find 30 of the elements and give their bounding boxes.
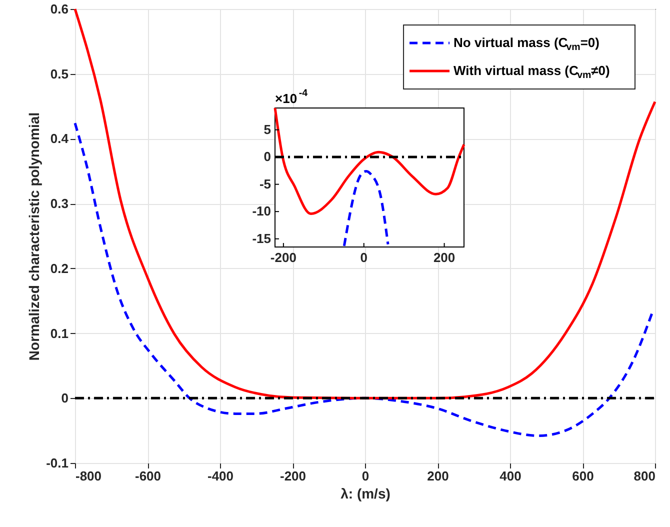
x-tick-label: 600 [572, 468, 594, 484]
y-tick-label: -15 [252, 230, 271, 246]
y-axis-title: Normalized characteristic polynomial [26, 112, 42, 361]
x-axis-title: λ: (m/s) [340, 486, 390, 502]
x-tick-label: -600 [134, 468, 162, 484]
x-tick-label: -400 [207, 468, 234, 484]
x-tick-label: 0 [362, 468, 370, 484]
x-tick-label: 200 [433, 250, 456, 265]
y-tick-label: -10 [252, 204, 271, 219]
x-tick-label: 0 [360, 250, 368, 265]
y-tick-label: 0.4 [50, 131, 70, 146]
y-tick-label: 0.6 [50, 2, 68, 16]
x-tick-label: 400 [500, 468, 522, 484]
x-tick-label: 800 [634, 468, 656, 484]
x-tick-label: -200 [280, 468, 306, 484]
y-tick-label: 0.3 [50, 196, 68, 212]
y-tick-label: 0.1 [50, 326, 68, 341]
y-tick-label: 5 [264, 122, 271, 137]
y-tick-label: 0.2 [50, 260, 68, 276]
x-tick-label: -200 [270, 250, 296, 265]
line-series [274, 106, 466, 215]
line-series [74, 122, 654, 438]
y-tick-label: -5 [259, 176, 271, 192]
y-tick-label: 0 [264, 149, 271, 164]
line-series [342, 170, 390, 248]
y-tick-label: 0 [61, 390, 68, 406]
y-tick-label: -0.1 [46, 456, 68, 470]
x-tick-label: -800 [76, 468, 102, 484]
x-tick-label: 200 [427, 468, 449, 484]
y-tick-label: 0.5 [50, 66, 68, 82]
